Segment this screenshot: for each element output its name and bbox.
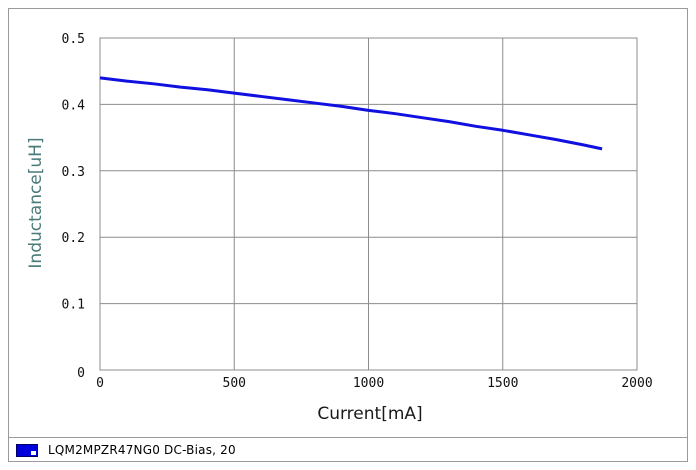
y-tick-label: 0.5 (62, 32, 85, 47)
legend-label: LQM2MPZR47NG0 DC-Bias, 20 (48, 443, 236, 457)
series-line (99, 76, 603, 151)
x-tick-label: 1500 (487, 376, 518, 391)
legend-bar (9, 437, 687, 461)
y-tick-label: 0 (77, 366, 85, 381)
x-tick-label: 0 (96, 376, 104, 391)
legend-swatch (16, 444, 38, 457)
y-tick-labels: 0 0.1 0.2 0.3 0.4 0.5 (62, 32, 86, 381)
y-tick-label: 0.3 (62, 165, 85, 180)
series-layer (99, 76, 603, 151)
x-tick-label: 500 (223, 376, 246, 391)
grid-layer (99, 37, 638, 371)
y-tick-label: 0.2 (62, 231, 85, 246)
y-tick-label: 0.1 (62, 298, 85, 313)
x-tick-label: 2000 (621, 376, 652, 391)
x-tick-labels: 0 500 1000 1500 2000 (96, 376, 653, 391)
y-tick-label: 0.4 (62, 98, 86, 113)
x-axis-label: Current[mA] (317, 404, 422, 424)
y-axis-label: Inductance[uH] (26, 137, 46, 268)
x-tick-label: 1000 (353, 376, 384, 391)
